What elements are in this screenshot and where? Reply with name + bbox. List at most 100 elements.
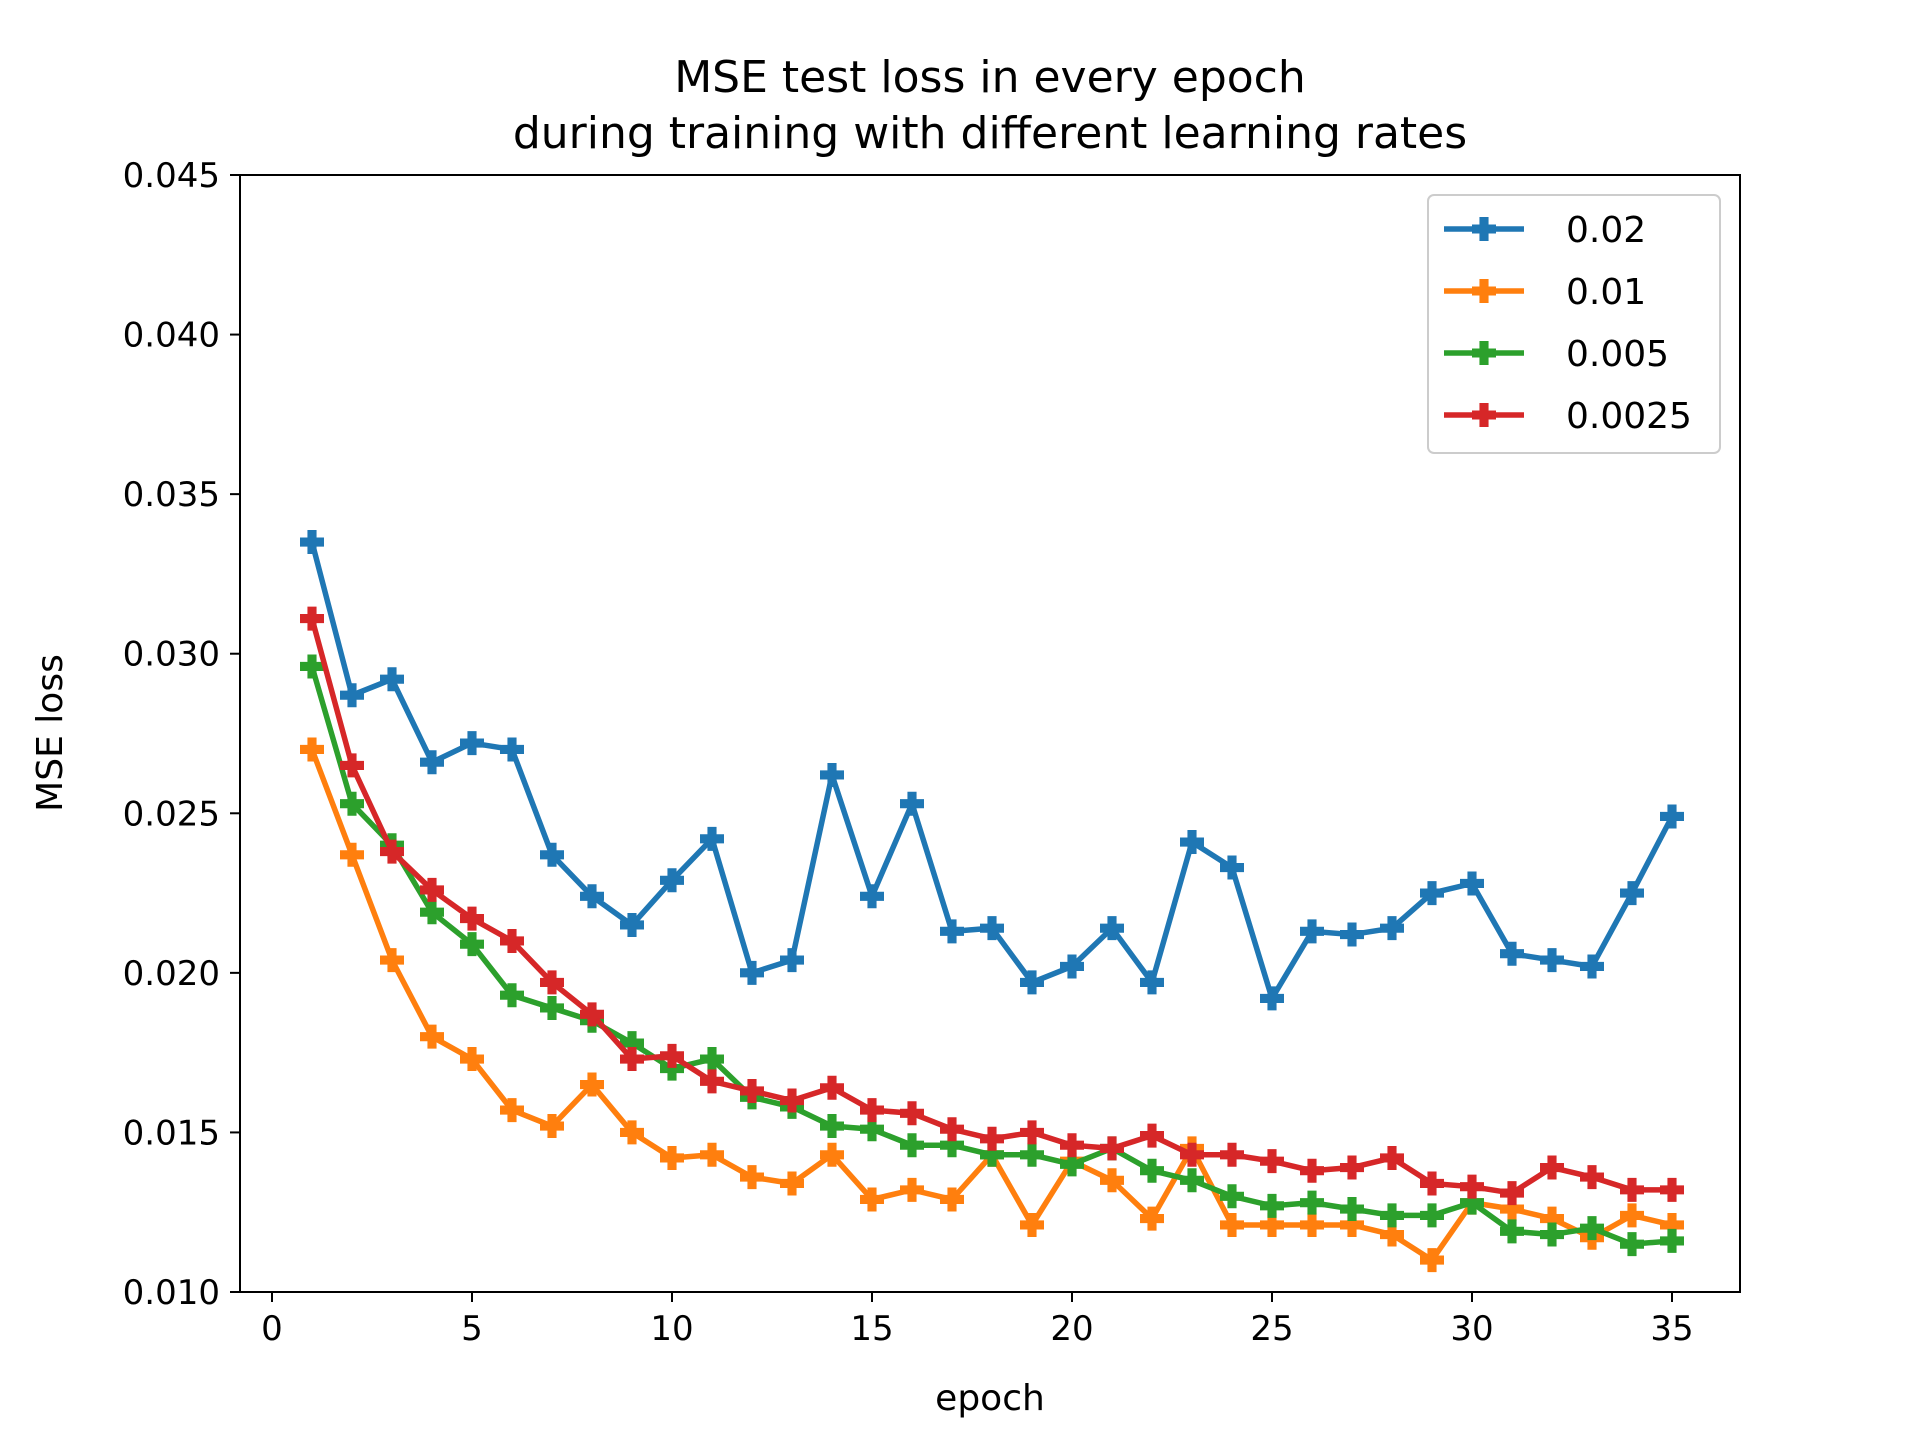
data-point	[1380, 1222, 1404, 1247]
data-point	[420, 900, 444, 925]
data-point	[1460, 1190, 1484, 1215]
x-axis: 0 5 10 15 20 25 30 35	[261, 1292, 1694, 1349]
data-point	[1340, 1197, 1364, 1222]
data-point	[380, 948, 404, 973]
data-point	[340, 791, 364, 816]
y-tick-label: 0.040	[123, 316, 220, 356]
y-tick-label: 0.015	[123, 1113, 220, 1153]
data-point	[820, 762, 844, 787]
data-point	[1540, 1222, 1564, 1247]
data-point	[1300, 1158, 1324, 1183]
data-point	[860, 884, 884, 909]
data-point	[700, 1142, 724, 1167]
data-point	[1340, 1155, 1364, 1180]
data-point	[380, 839, 404, 864]
legend-marker	[1472, 279, 1496, 303]
data-point	[1580, 1216, 1604, 1241]
data-point	[540, 1114, 564, 1139]
data-point	[1420, 1203, 1444, 1228]
legend-item: 0.005	[1444, 334, 1669, 375]
x-tick-label: 20	[1050, 1309, 1093, 1349]
series-0.02	[300, 530, 1684, 1011]
data-point	[1260, 1193, 1284, 1218]
data-point	[700, 826, 724, 851]
data-point	[1220, 855, 1244, 880]
data-point	[980, 1126, 1004, 1151]
x-tick-label: 0	[261, 1309, 283, 1349]
data-point	[460, 906, 484, 931]
data-point	[900, 1101, 924, 1126]
data-point	[1340, 1212, 1364, 1237]
data-point	[1060, 1133, 1084, 1158]
data-point	[900, 791, 924, 816]
data-point	[740, 1165, 764, 1190]
chart-title-line-2: during training with different learning …	[513, 108, 1467, 159]
data-point	[1620, 1232, 1644, 1257]
data-point	[300, 606, 324, 631]
data-point	[780, 1088, 804, 1113]
data-point	[1620, 1203, 1644, 1228]
data-point	[500, 737, 524, 762]
x-tick-label: 5	[461, 1309, 483, 1349]
data-point	[900, 1133, 924, 1158]
data-point	[860, 1187, 884, 1212]
legend-label: 0.02	[1566, 210, 1646, 251]
data-point	[1220, 1142, 1244, 1167]
data-point	[1420, 1171, 1444, 1196]
x-tick-label: 25	[1250, 1309, 1293, 1349]
data-point	[1540, 1155, 1564, 1180]
data-point	[300, 654, 324, 679]
data-point	[1140, 1123, 1164, 1148]
data-point	[580, 1002, 604, 1027]
data-point	[1020, 1212, 1044, 1237]
data-point	[1500, 1181, 1524, 1206]
legend-marker	[1472, 341, 1496, 365]
data-point	[860, 1098, 884, 1123]
data-point	[620, 1031, 644, 1056]
legend-label: 0.01	[1566, 272, 1646, 313]
data-point	[620, 1120, 644, 1145]
x-tick-label: 35	[1650, 1309, 1693, 1349]
legend-marker	[1472, 217, 1496, 241]
data-point	[1500, 1219, 1524, 1244]
data-point	[1460, 871, 1484, 896]
data-point	[1380, 916, 1404, 941]
legend-label: 0.005	[1566, 334, 1669, 375]
x-tick-label: 15	[850, 1309, 893, 1349]
data-point	[940, 919, 964, 944]
data-point	[700, 1069, 724, 1094]
legend-item: 0.01	[1444, 272, 1646, 313]
y-tick-label: 0.045	[123, 156, 220, 196]
y-tick-label: 0.025	[123, 794, 220, 834]
legend-box	[1427, 194, 1721, 454]
x-axis-label: epoch	[935, 1378, 1045, 1419]
data-point	[940, 1117, 964, 1142]
data-point	[1540, 1206, 1564, 1231]
data-point	[620, 1047, 644, 1072]
series-layer	[300, 530, 1684, 1273]
data-point	[1380, 1145, 1404, 1170]
x-tick-label: 10	[650, 1309, 693, 1349]
data-point	[1060, 1152, 1084, 1177]
data-point	[860, 1117, 884, 1142]
data-point	[460, 1047, 484, 1072]
data-point	[1340, 922, 1364, 947]
data-point	[1020, 1120, 1044, 1145]
data-point	[1420, 881, 1444, 906]
data-point	[700, 1047, 724, 1072]
data-point	[1460, 1174, 1484, 1199]
data-point	[540, 970, 564, 995]
data-point	[1620, 881, 1644, 906]
data-point	[1100, 1168, 1124, 1193]
data-point	[340, 753, 364, 778]
y-axis: 0.010 0.015 0.020 0.025 0.030 0.035 0.040 0.045	[123, 156, 240, 1313]
data-point	[620, 912, 644, 937]
y-tick-label: 0.020	[123, 954, 220, 994]
data-point	[1580, 1165, 1604, 1190]
data-point	[780, 1171, 804, 1196]
data-point	[340, 842, 364, 867]
data-point	[500, 1098, 524, 1123]
data-point	[1500, 1197, 1524, 1222]
data-point	[1140, 1206, 1164, 1231]
